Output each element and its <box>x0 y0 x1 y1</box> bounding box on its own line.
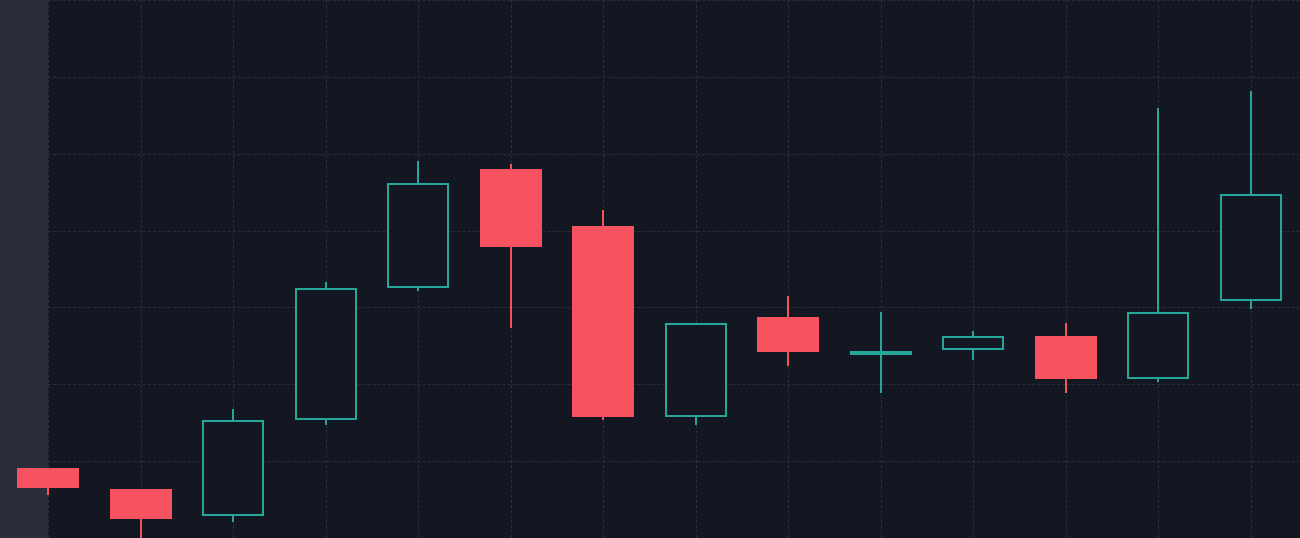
grid-line-horizontal <box>48 231 1300 232</box>
grid-line-vertical <box>326 0 327 538</box>
grid-line-horizontal <box>48 0 1300 1</box>
candle-body-down <box>110 489 172 520</box>
grid-line-vertical <box>1066 0 1067 538</box>
grid-line-vertical <box>881 0 882 538</box>
chart-plot-area[interactable] <box>48 0 1300 538</box>
candle-body-up <box>850 351 912 355</box>
grid-line-vertical <box>788 0 789 538</box>
candle-body-up <box>387 183 449 288</box>
candlestick-chart[interactable] <box>0 0 1300 538</box>
candle-body-up <box>295 288 357 420</box>
candle-body-up <box>942 336 1004 349</box>
grid-line-vertical <box>48 0 49 538</box>
grid-line-vertical <box>696 0 697 538</box>
candle-body-down <box>480 169 542 247</box>
grid-line-vertical <box>973 0 974 538</box>
candle-body-up <box>1220 194 1282 302</box>
grid-line-vertical <box>141 0 142 538</box>
grid-line-horizontal <box>48 77 1300 78</box>
chart-left-gutter <box>0 0 48 538</box>
candle-body-down <box>1035 336 1097 379</box>
grid-line-horizontal <box>48 154 1300 155</box>
candle-body-up <box>1127 312 1189 379</box>
candle-body-up <box>202 420 264 517</box>
grid-line-horizontal <box>48 307 1300 308</box>
candle-body-up <box>665 323 727 417</box>
candle-body-down <box>757 317 819 352</box>
candle-body-down <box>572 226 634 417</box>
candle-body-down <box>17 468 79 488</box>
